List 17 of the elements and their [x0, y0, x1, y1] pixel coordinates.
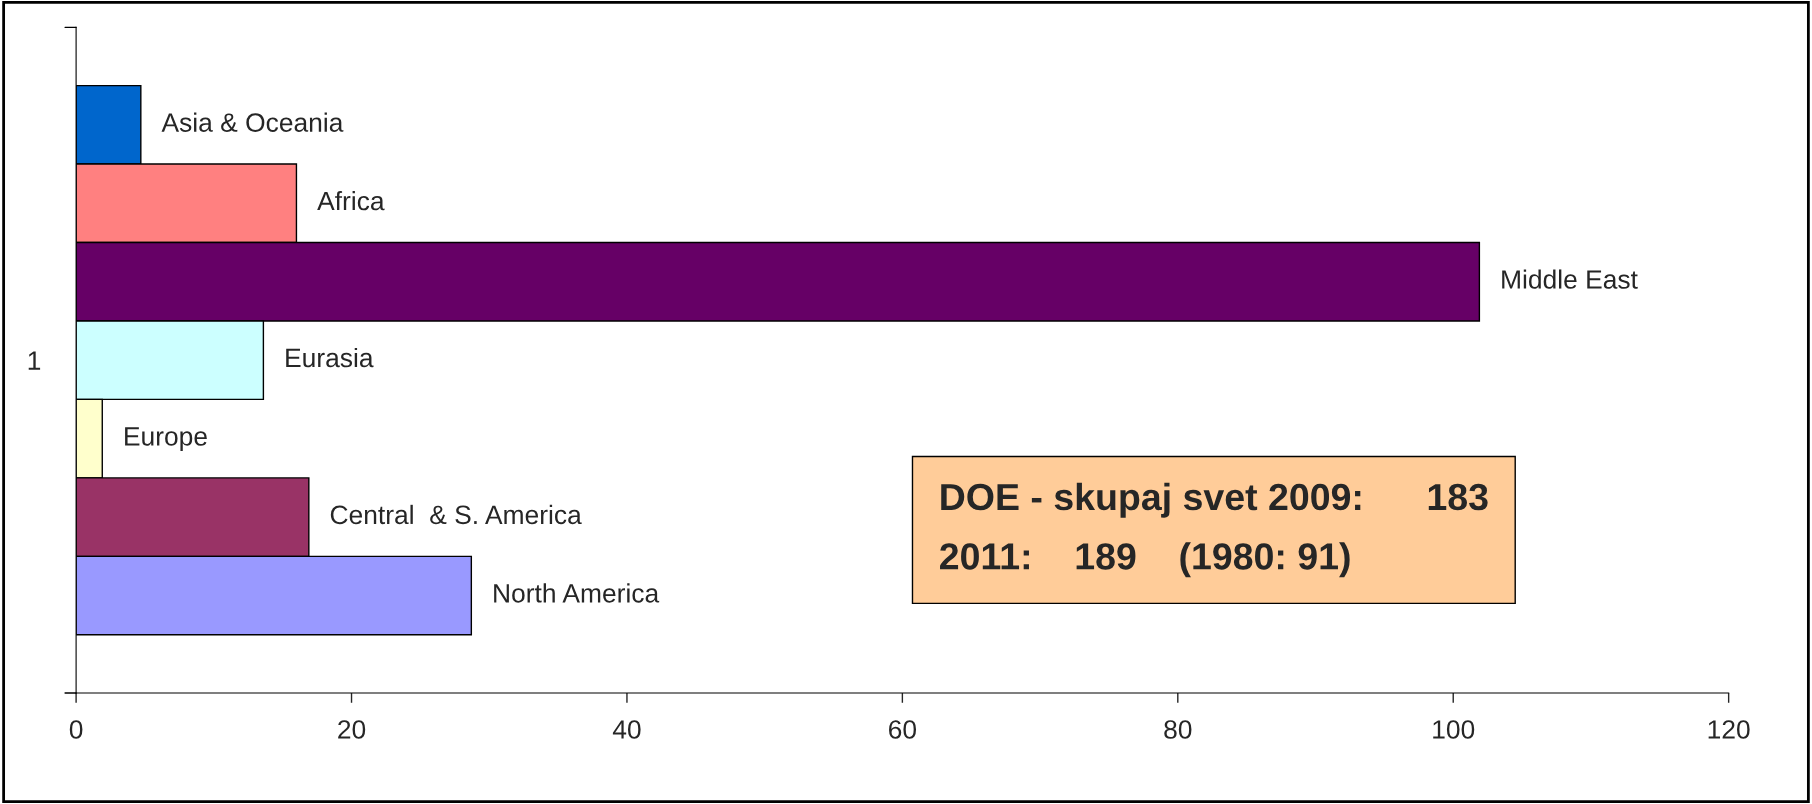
- series-label: North America: [494, 583, 660, 603]
- x-tick-label: 20: [338, 720, 366, 739]
- x-tick-label: 0: [69, 720, 83, 739]
- series-label: Asia & Oceania: [161, 112, 344, 132]
- series-label: Central & S. America: [330, 504, 582, 525]
- series-label: Eurasia: [286, 347, 374, 368]
- x-tick-label: 80: [1164, 720, 1192, 739]
- annotation: DOE - skupaj svet 2009: 183: [941, 482, 1488, 518]
- x-tick-label: 40: [612, 720, 641, 739]
- annotation: 2011: 189 (1980: 91): [940, 542, 1350, 578]
- x-tick-label: 60: [889, 720, 917, 739]
- x-tick-label: 100: [1433, 720, 1475, 739]
- series-label: Africa: [317, 190, 385, 211]
- x-tick-label: 120: [1708, 720, 1750, 739]
- series-label: Europe: [125, 427, 207, 451]
- series-label: Middle East: [1502, 269, 1638, 289]
- y-tick-label: 1: [28, 351, 41, 370]
